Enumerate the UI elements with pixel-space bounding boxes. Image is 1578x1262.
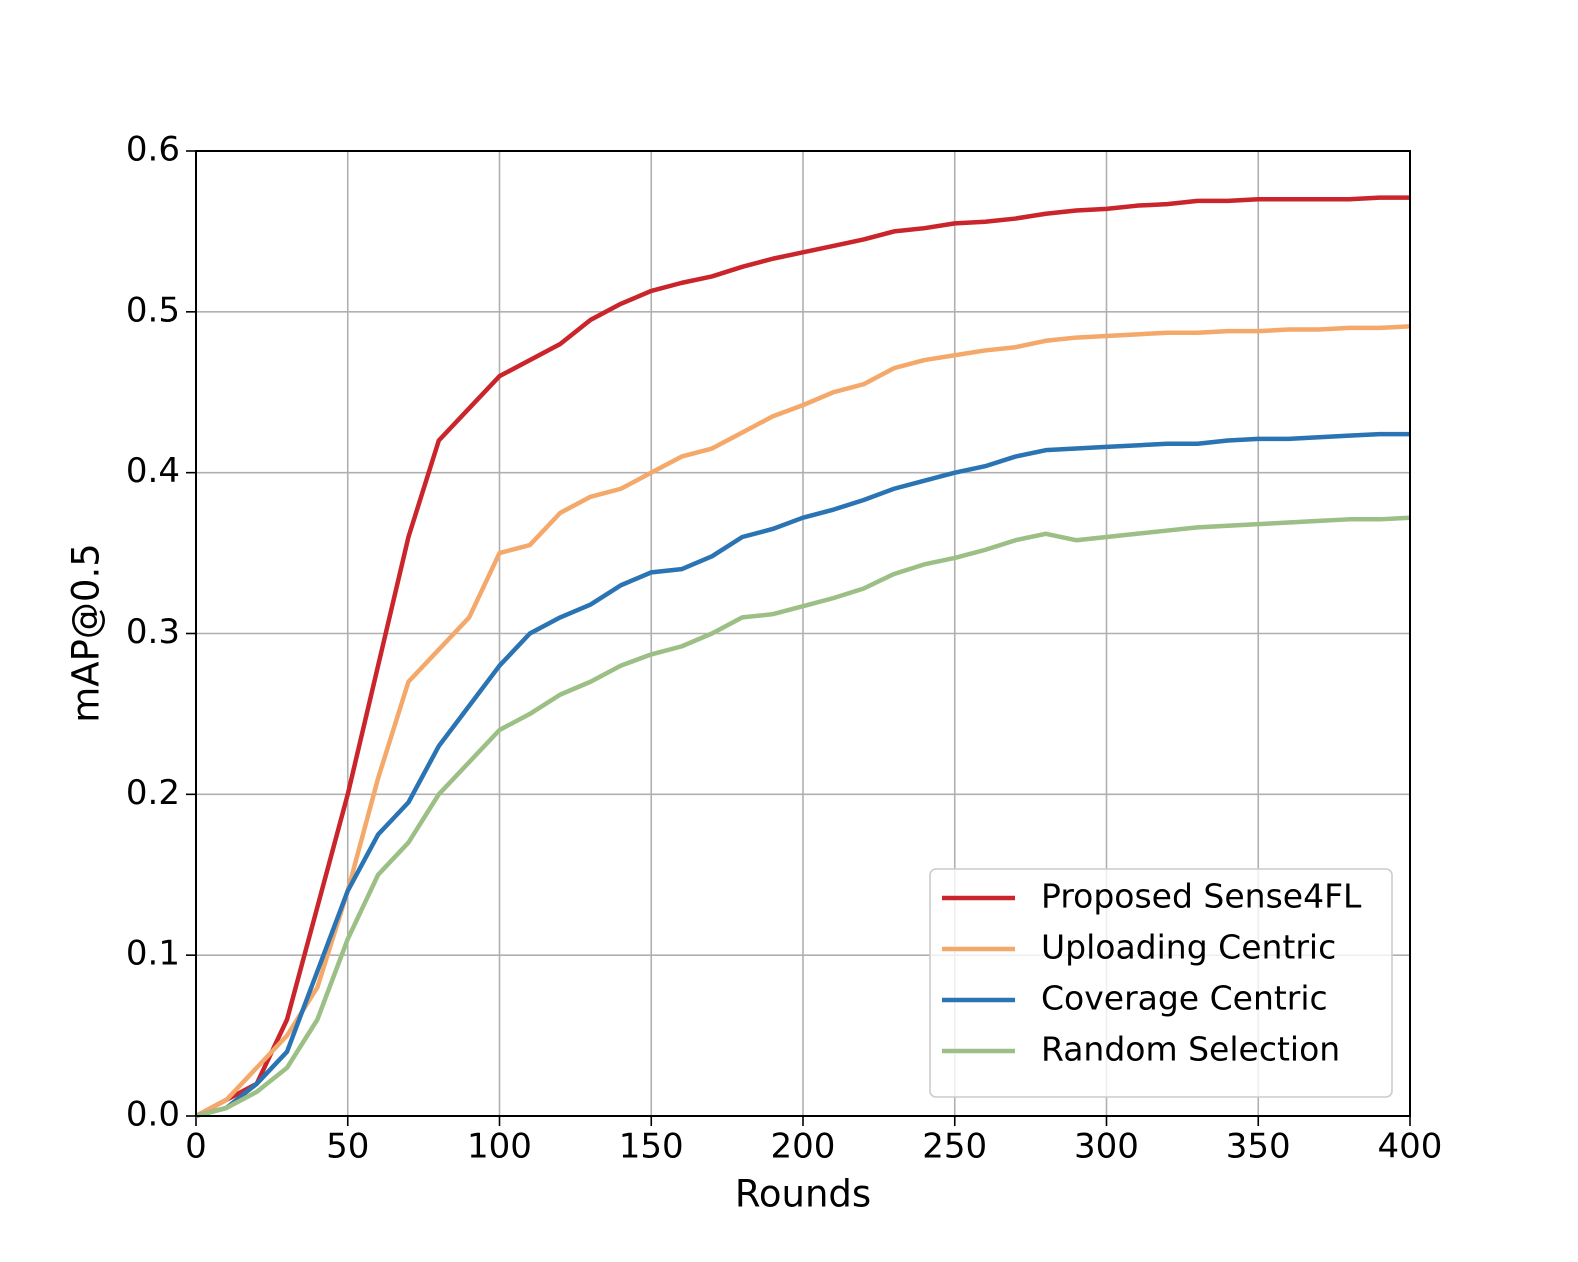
legend-label: Proposed Sense4FL — [1041, 877, 1362, 916]
plot-frame — [195, 150, 1411, 1117]
x-axis-label: Rounds — [735, 1173, 871, 1216]
data-line — [194, 195, 1410, 1118]
y-tick-label: 0.1 — [126, 934, 180, 974]
x-tick-label: 50 — [326, 1127, 369, 1167]
data-line — [195, 431, 1410, 1119]
x-tick-label: 300 — [1074, 1127, 1139, 1167]
x-tick-label: 200 — [771, 1127, 836, 1167]
y-axis-label: mAP@0.5 — [65, 543, 108, 723]
data-line — [194, 324, 1411, 1118]
x-tick-label: 400 — [1378, 1127, 1443, 1167]
x-tick-label: 0 — [185, 1127, 207, 1167]
x-tick-label: 350 — [1226, 1127, 1291, 1167]
data-line — [195, 515, 1411, 1119]
y-tick-label: 0.2 — [126, 773, 180, 813]
legend-label: Uploading Centric — [1041, 928, 1336, 967]
legend: Proposed Sense4FL Uploading Centric Covera… — [929, 868, 1393, 1098]
x-tick-label: 100 — [467, 1127, 532, 1167]
legend-box — [929, 868, 1393, 1098]
y-tick-label: 0.3 — [126, 612, 180, 652]
legend-label: Coverage Centric — [1041, 979, 1328, 1018]
y-tick-label: 0.4 — [126, 451, 180, 491]
x-tick-label: 250 — [922, 1127, 987, 1167]
y-tick-label: 0.5 — [126, 290, 180, 330]
y-tick-label: 0.0 — [126, 1095, 180, 1135]
legend-label: Random Selection — [1041, 1030, 1340, 1069]
y-tick-label: 0.6 — [126, 130, 180, 170]
x-tick-label: 150 — [619, 1127, 684, 1167]
